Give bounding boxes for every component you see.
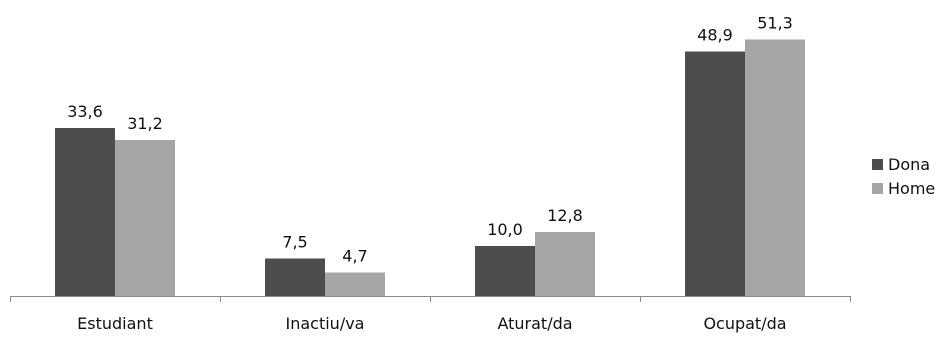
legend-swatch-dona: [872, 158, 883, 170]
legend-swatch-home: [872, 182, 883, 194]
category-label-3: Aturat/da: [497, 314, 572, 333]
data-label-dona-1: 33,6: [67, 102, 103, 121]
data-label-home-1: 31,2: [127, 114, 163, 133]
legend-item-home: Home: [872, 176, 935, 200]
legend: Dona Home: [872, 152, 935, 200]
bar-home-1: [115, 140, 175, 296]
bar-dona-3: [475, 246, 535, 296]
bar-dona-4: [685, 51, 745, 296]
category-label-4: Ocupat/da: [703, 314, 786, 333]
data-label-dona-2: 7,5: [282, 233, 307, 252]
bar-home-3: [535, 232, 595, 296]
bar-dona-2: [265, 258, 325, 296]
data-label-home-4: 51,3: [757, 14, 793, 33]
legend-label-dona: Dona: [888, 154, 931, 174]
category-label-1: Estudiant: [77, 314, 153, 333]
bar-home-2: [325, 272, 385, 296]
data-label-home-3: 12,8: [547, 206, 583, 225]
data-label-dona-3: 10,0: [487, 220, 523, 239]
bar-dona-1: [55, 128, 115, 296]
legend-item-dona: Dona: [872, 152, 935, 176]
data-label-home-2: 4,7: [342, 247, 367, 266]
data-label-dona-4: 48,9: [697, 26, 733, 45]
bar-home-4: [745, 39, 805, 296]
legend-label-home: Home: [888, 178, 936, 198]
category-label-2: Inactiu/va: [286, 314, 365, 333]
